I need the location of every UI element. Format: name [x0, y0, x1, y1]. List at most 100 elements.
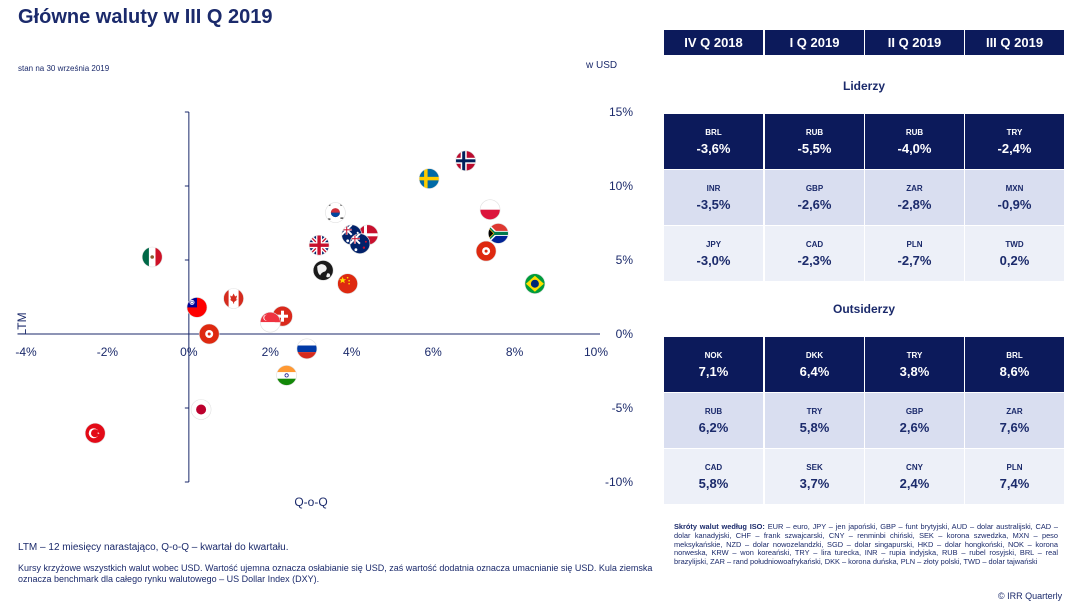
data-point-zar	[487, 223, 509, 244]
currency-change: -4,0%	[897, 140, 932, 156]
currency-change: -0,9%	[997, 196, 1032, 212]
currency-code: ZAR	[1006, 406, 1023, 416]
laggard-cell: TRY 5,8%	[765, 393, 864, 448]
y-tick-label: -10%	[605, 475, 633, 489]
leader-cell: JPY -3,0%	[664, 226, 763, 281]
y-tick-label: 10%	[609, 179, 633, 193]
currency-change: -2,8%	[897, 196, 932, 212]
leader-cell: TWD 0,2%	[965, 226, 1064, 281]
leader-cell: RUB -5,5%	[765, 114, 864, 169]
laggard-cell: BRL 8,6%	[965, 337, 1064, 392]
x-tick-label: 0%	[180, 345, 198, 359]
data-point-gbp	[308, 234, 330, 256]
leader-cell: RUB -4,0%	[865, 114, 964, 169]
currency-change: 8,6%	[999, 363, 1030, 379]
currency-code: PLN	[1006, 462, 1023, 472]
currency-code: BRL	[1006, 350, 1023, 360]
currency-change: -2,7%	[897, 252, 932, 268]
laggard-cell: PLN 7,4%	[965, 449, 1064, 504]
currency-change: -2,6%	[797, 196, 832, 212]
leader-cell: MXN -0,9%	[965, 170, 1064, 225]
copyright: © IRR Quarterly	[998, 591, 1063, 601]
currency-change: 3,7%	[799, 475, 830, 491]
currency-change: 3,8%	[899, 363, 930, 379]
currency-change: 2,4%	[899, 475, 930, 491]
ltm-note: LTM – 12 miesięcy narastająco, Q-o-Q – k…	[18, 542, 289, 553]
x-tick-label: -4%	[15, 345, 37, 359]
currency-change: 2,6%	[899, 419, 930, 435]
currency-code: DKK	[805, 350, 824, 360]
laggard-cell: CNY 2,4%	[865, 449, 964, 504]
x-tick-label: 2%	[262, 345, 280, 359]
laggard-cell: DKK 6,4%	[765, 337, 864, 392]
y-tick-label: 15%	[609, 105, 633, 119]
quarter-header: III Q 2019	[965, 30, 1064, 55]
x-tick-label: -2%	[97, 345, 119, 359]
currency-change: -3,6%	[696, 140, 731, 156]
x-tick-label: 8%	[506, 345, 524, 359]
laggard-cell: ZAR 7,6%	[965, 393, 1064, 448]
x-tick-label: 10%	[584, 345, 608, 359]
leader-cell: BRL -3,6%	[664, 114, 763, 169]
data-point-rub	[296, 338, 318, 360]
currency-change: 7,6%	[999, 419, 1030, 435]
data-point-mxn	[141, 246, 163, 268]
unit-label: w USD	[586, 60, 618, 71]
laggard-cell: CAD 5,8%	[664, 449, 763, 504]
data-point-krw	[325, 202, 346, 223]
y-tick-label: 0%	[616, 327, 634, 341]
currency-code: MXN	[1005, 183, 1024, 193]
data-point-jpy	[190, 399, 212, 420]
leader-cell: GBP -2,6%	[765, 170, 864, 225]
y-axis-label: LTM	[15, 312, 29, 335]
currency-code: TRY	[906, 350, 923, 360]
leader-cell: TRY -2,4%	[965, 114, 1064, 169]
currency-change: -2,4%	[997, 140, 1032, 156]
data-point-sek	[418, 168, 440, 189]
quarter-header: I Q 2019	[765, 30, 864, 55]
currency-abbreviations: Skróty walut według ISO: EUR – euro, JPY…	[674, 522, 1059, 567]
y-tick-label: -5%	[612, 401, 634, 415]
currency-change: -5,5%	[797, 140, 832, 156]
abbreviations-text: EUR – euro, JPY – jen japoński, GBP – fu…	[674, 522, 1059, 567]
data-point-nzd	[349, 233, 371, 254]
data-point-brl	[524, 273, 546, 295]
data-point-cny	[337, 273, 358, 295]
laggard-cell: NOK 7,1%	[664, 337, 763, 392]
currency-code: RUB	[704, 406, 723, 416]
currency-code: CNY	[906, 462, 923, 472]
laggard-cell: GBP 2,6%	[865, 393, 964, 448]
laggards-title: Outsiderzy	[832, 302, 895, 316]
currency-code: JPY	[705, 239, 722, 249]
scatter-chart: 15% 10% 5% 0% -5% -10% -4% -2% 0% 2% 4% 6% 8% 10% Q-o-…	[15, 105, 634, 509]
data-point-dxy	[312, 260, 334, 281]
cross-rates-note: Kursy krzyżowe wszystkich walut wobec US…	[18, 563, 653, 584]
data-point-try	[84, 422, 106, 444]
x-tick-label: 6%	[424, 345, 442, 359]
x-tick-label: 4%	[343, 345, 361, 359]
currency-code: NOK	[704, 350, 723, 360]
quarter-header: IV Q 2018	[664, 30, 763, 55]
y-tick-label: 5%	[616, 253, 634, 267]
currency-change: 7,4%	[999, 475, 1030, 491]
data-point-inr	[276, 365, 297, 386]
currency-code: SEK	[806, 462, 823, 472]
as-of-date: stan na 30 września 2019	[18, 64, 110, 73]
currency-change: 5,8%	[698, 475, 729, 491]
data-point-cad	[223, 288, 244, 309]
quarter-header: II Q 2019	[865, 30, 964, 55]
laggard-cell: SEK 3,7%	[765, 449, 864, 504]
data-point-pln	[479, 199, 501, 220]
currency-change: 6,4%	[799, 363, 830, 379]
currency-code: ZAR	[906, 183, 923, 193]
page-title: Główne waluty w III Q 2019	[18, 6, 273, 28]
currency-code: TRY	[806, 406, 823, 416]
currency-code: RUB	[805, 127, 824, 137]
currency-change: 5,8%	[799, 419, 830, 435]
data-point-nok	[455, 150, 477, 172]
currency-change: 0,2%	[999, 252, 1030, 268]
data-point-sgd	[259, 311, 281, 333]
currency-code: GBP	[805, 183, 824, 193]
leaders-title: Liderzy	[842, 79, 885, 93]
data-point-hkd2	[198, 323, 220, 345]
